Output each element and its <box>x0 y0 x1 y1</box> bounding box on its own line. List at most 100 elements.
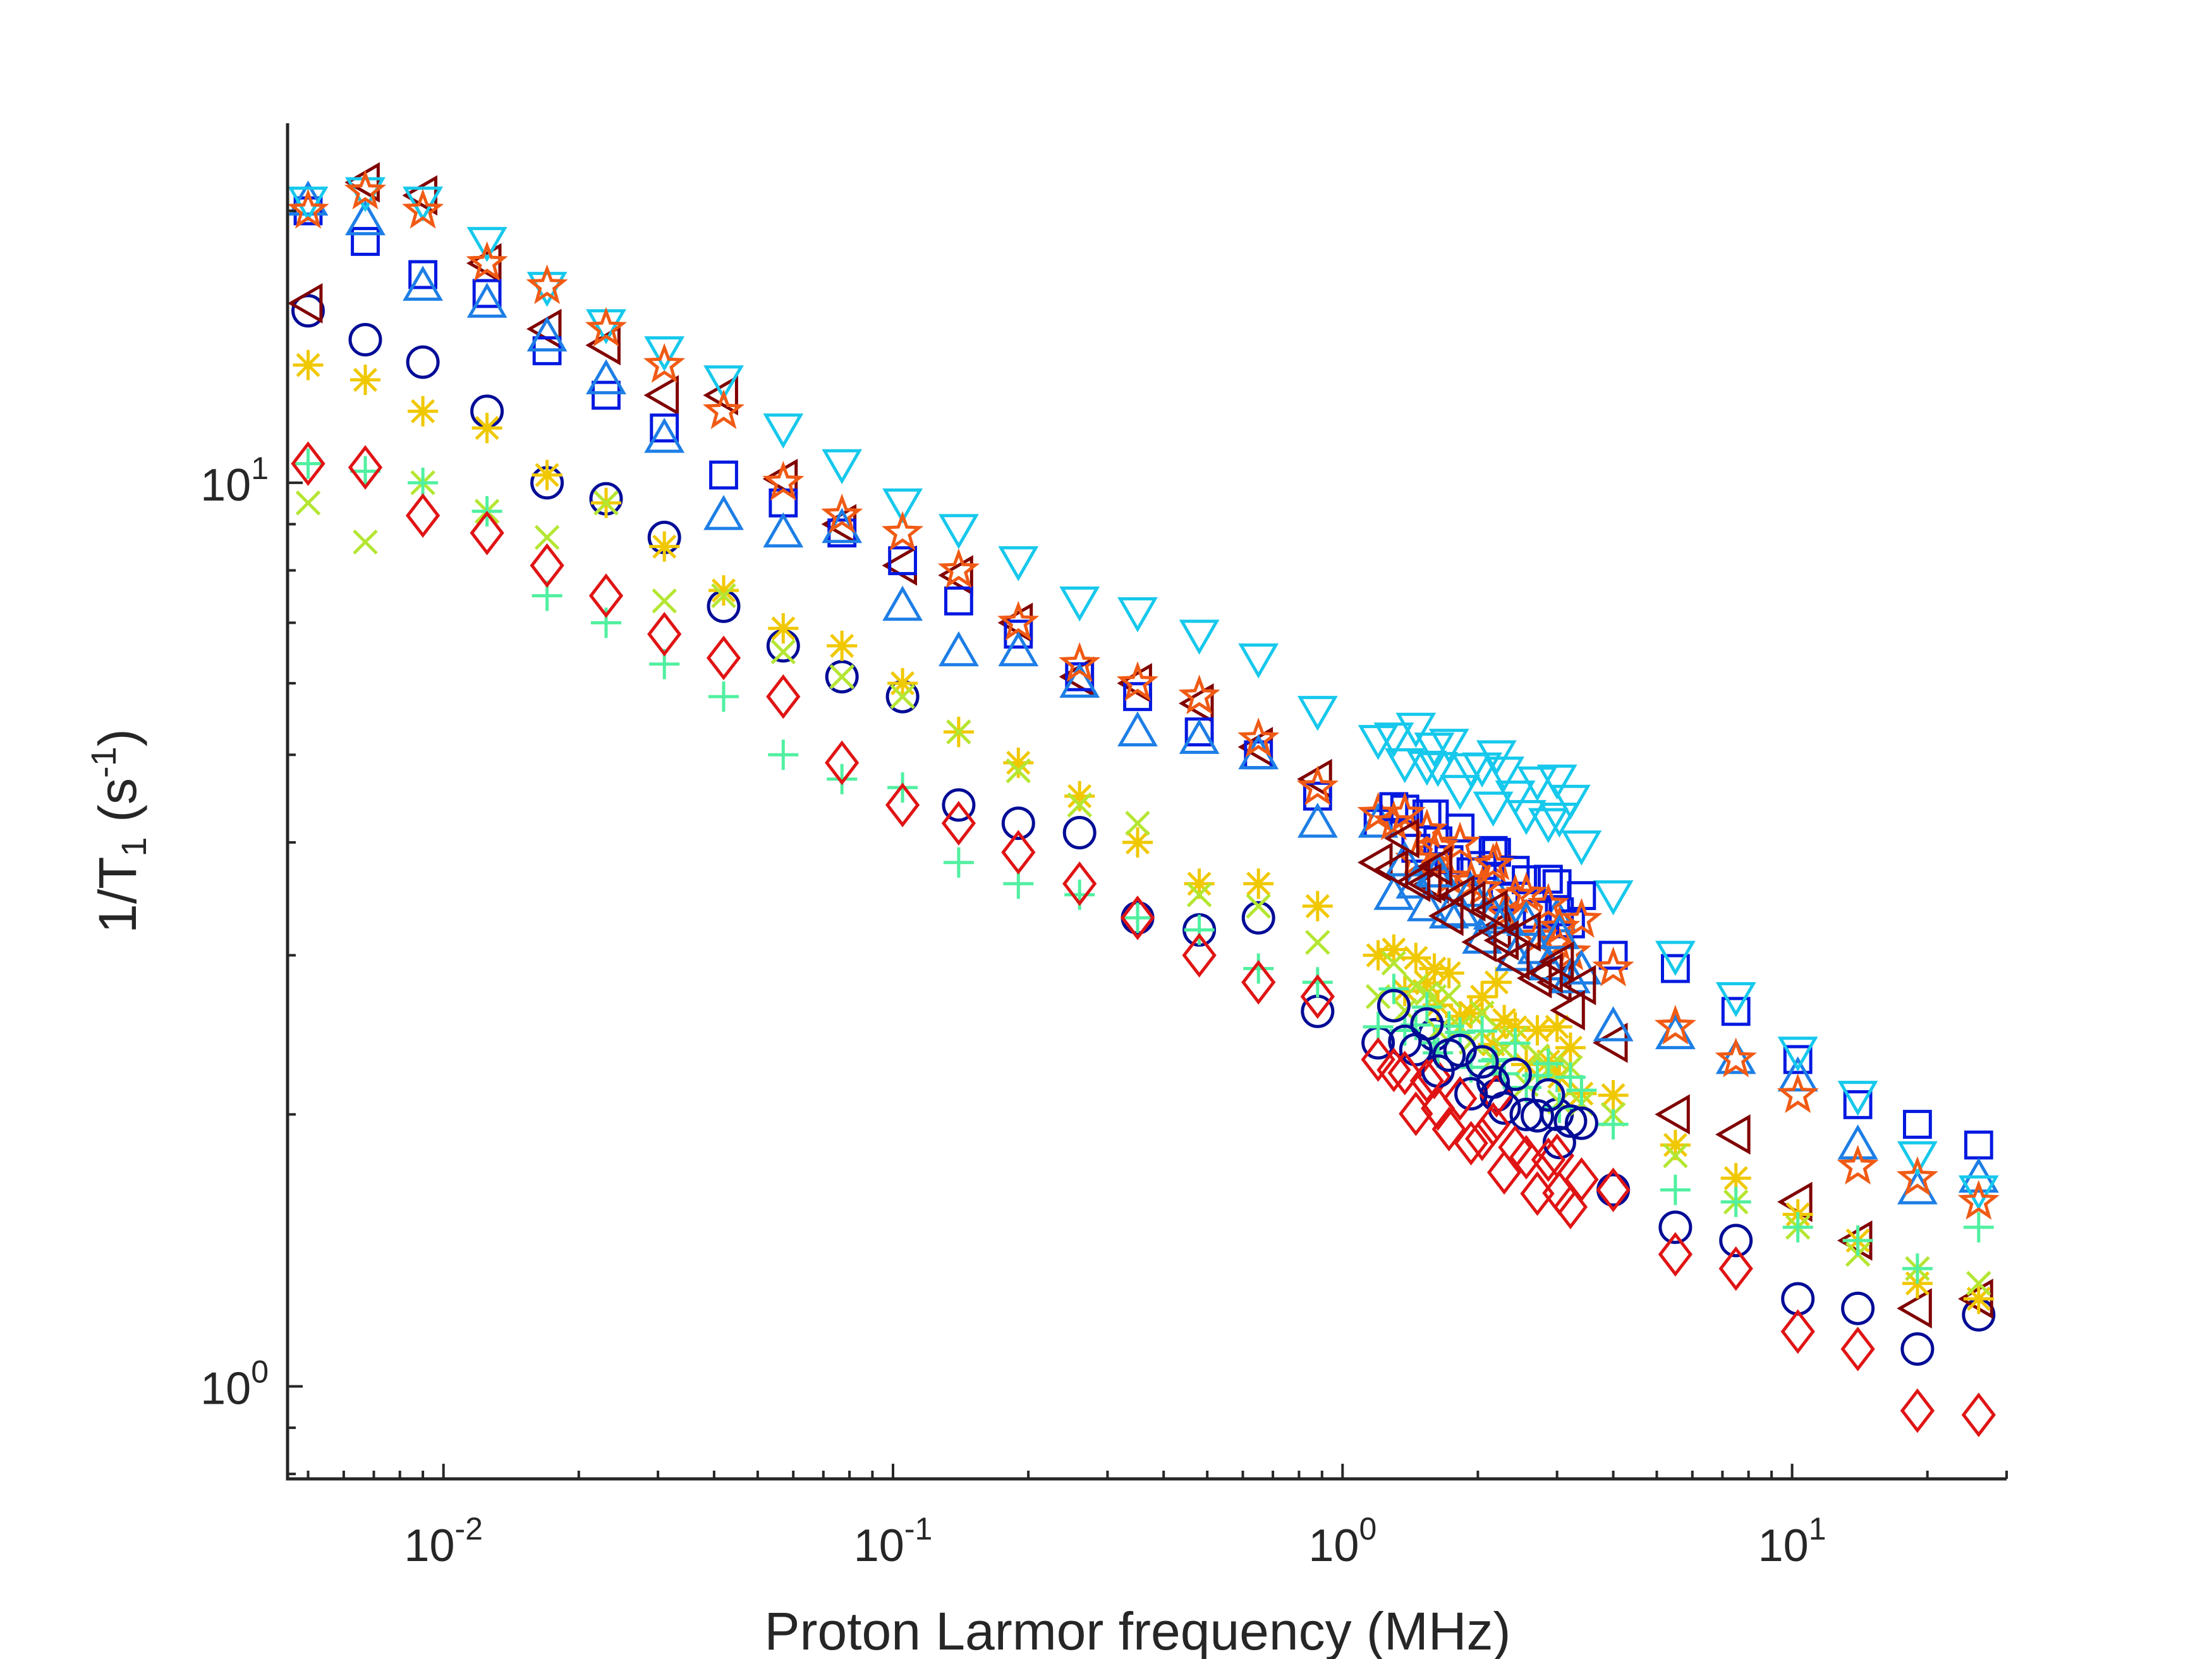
axes: 10-2 10-1 100 101 100 101 <box>200 123 2008 1571</box>
point-light-blue-triangles-0 <box>288 180 329 216</box>
point-blue-squares-1 <box>351 227 380 256</box>
dense-point-dark-red-triangles-10 <box>1483 920 1519 961</box>
point-orange-stars-1 <box>344 169 387 210</box>
dense-point-orange-stars-6 <box>1439 822 1481 862</box>
dense-point-blue-circles-3 <box>1410 1007 1444 1041</box>
point-green-plus-26 <box>1842 1225 1873 1256</box>
point-green-plus-1 <box>350 456 380 487</box>
point-orange-stars-17 <box>1296 765 1339 806</box>
point-dark-red-triangles-0 <box>287 283 323 324</box>
dense-point-yellow-asterisks-0 <box>1378 934 1409 965</box>
point-blue-circles-11 <box>942 788 976 822</box>
dense-point-green-plus-3 <box>1411 992 1442 1023</box>
point-red-diamonds-11 <box>941 801 976 846</box>
dense-point-yellow-green-crosses-2 <box>1403 973 1429 999</box>
point-yellow-asterisks-17 <box>1302 890 1333 921</box>
point-light-blue-triangles-25 <box>1777 1056 1818 1091</box>
dense-point-blue-squares-14 <box>1534 865 1563 894</box>
y-axis-title-sub: 1 <box>114 837 154 856</box>
point-orange-stars-8 <box>762 461 805 501</box>
point-light-blue-triangles-12 <box>998 631 1039 667</box>
dense-point-cyan-triangles-16 <box>1550 784 1591 820</box>
point-green-plus-24 <box>1720 1186 1751 1217</box>
point-red-diamonds-12 <box>1001 830 1036 875</box>
point-green-plus-14 <box>1122 902 1153 933</box>
point-green-plus-2 <box>408 467 439 498</box>
dense-point-dark-red-triangles-1 <box>1384 818 1419 859</box>
point-yellow-asterisks-12 <box>1003 747 1034 778</box>
dense-point-orange-stars-11 <box>1494 873 1536 914</box>
dense-point-blue-circles-16 <box>1553 1104 1588 1138</box>
dense-point-yellow-green-crosses-0 <box>1381 951 1407 976</box>
point-dark-red-triangles-27 <box>1897 1288 1932 1329</box>
point-blue-circles-12 <box>1001 806 1035 841</box>
point-cyan-triangles-12 <box>998 546 1039 581</box>
point-orange-stars-2 <box>402 188 444 229</box>
point-yellow-asterisks-24 <box>1720 1163 1751 1194</box>
point-yellow-asterisks-3 <box>471 413 502 444</box>
point-light-blue-triangles-5 <box>586 359 626 394</box>
point-orange-stars-24 <box>1715 1037 1757 1078</box>
dense-point-cyan-triangles-2 <box>1395 712 1437 748</box>
point-yellow-green-crosses-5 <box>593 490 619 516</box>
dense-point-cyan-triangles-8 <box>1462 752 1503 788</box>
dense-point-dark-red-triangles-5 <box>1428 896 1464 937</box>
point-light-blue-triangles-8 <box>763 512 804 548</box>
point-yellow-green-crosses-23 <box>1663 1143 1688 1169</box>
point-green-plus-16 <box>1243 953 1274 984</box>
y-axis-title-mid: (s <box>88 778 147 837</box>
dense-point-green-plus-17 <box>1566 1075 1597 1105</box>
plot-area <box>287 162 2000 1438</box>
point-blue-circles-1 <box>348 323 382 356</box>
point-light-blue-triangles-3 <box>466 283 507 318</box>
point-blue-squares-24 <box>1721 997 1751 1026</box>
point-yellow-asterisks-10 <box>887 668 918 699</box>
dense-point-dark-red-triangles-11 <box>1494 940 1530 981</box>
dense-point-cyan-triangles-1 <box>1384 748 1425 784</box>
point-red-diamonds-5 <box>588 573 624 618</box>
point-yellow-asterisks-2 <box>408 396 439 427</box>
dense-point-cyan-triangles-10 <box>1484 757 1525 792</box>
dense-point-yellow-green-crosses-8 <box>1469 1000 1495 1026</box>
point-light-blue-triangles-7 <box>703 495 744 530</box>
dense-point-red-diamonds-17 <box>1564 1157 1599 1202</box>
dense-point-light-blue-triangles-12 <box>1506 901 1547 936</box>
point-cyan-triangles-17 <box>1297 696 1338 731</box>
point-blue-circles-22 <box>1596 1173 1631 1207</box>
point-cyan-triangles-22 <box>1593 880 1634 916</box>
point-orange-stars-14 <box>1116 661 1159 702</box>
point-red-diamonds-17 <box>1300 974 1335 1019</box>
point-blue-circles-9 <box>825 660 859 694</box>
point-red-diamonds-22 <box>1596 1167 1631 1213</box>
point-cyan-triangles-23 <box>1655 940 1696 976</box>
point-dark-red-triangles-23 <box>1655 1094 1690 1135</box>
point-yellow-asterisks-19 <box>1419 953 1450 984</box>
x-tick-label-2: 100 <box>1308 1511 1376 1571</box>
point-dark-red-triangles-17 <box>1297 758 1332 799</box>
point-blue-circles-27 <box>1900 1332 1935 1366</box>
point-yellow-asterisks-14 <box>1122 827 1153 858</box>
point-blue-circles-23 <box>1658 1210 1692 1244</box>
point-yellow-asterisks-22 <box>1598 1080 1629 1110</box>
point-light-blue-triangles-14 <box>1117 711 1158 746</box>
y-axis-title-end: ) <box>88 729 147 746</box>
point-blue-circles-0 <box>291 294 325 328</box>
dense-point-red-diamonds-6 <box>1443 1076 1478 1121</box>
dense-point-light-blue-triangles-15 <box>1539 914 1580 949</box>
point-cyan-triangles-16 <box>1238 643 1279 679</box>
point-red-diamonds-13 <box>1062 861 1097 906</box>
point-cyan-triangles-3 <box>466 227 507 262</box>
dense-point-dark-red-triangles-17 <box>1560 964 1596 1006</box>
dense-point-light-blue-triangles-3 <box>1406 886 1447 921</box>
point-blue-squares-27 <box>1903 1110 1932 1139</box>
point-red-diamonds-2 <box>405 493 441 538</box>
y-axis-title-sup: -1 <box>83 746 123 778</box>
point-red-diamonds-9 <box>825 740 860 786</box>
point-red-diamonds-15 <box>1182 933 1217 978</box>
point-cyan-triangles-26 <box>1837 1081 1878 1116</box>
point-red-diamonds-3 <box>470 510 504 556</box>
point-light-blue-triangles-6 <box>644 417 685 453</box>
dense-point-red-diamonds-0 <box>1376 1047 1411 1093</box>
point-orange-stars-15 <box>1178 674 1220 715</box>
